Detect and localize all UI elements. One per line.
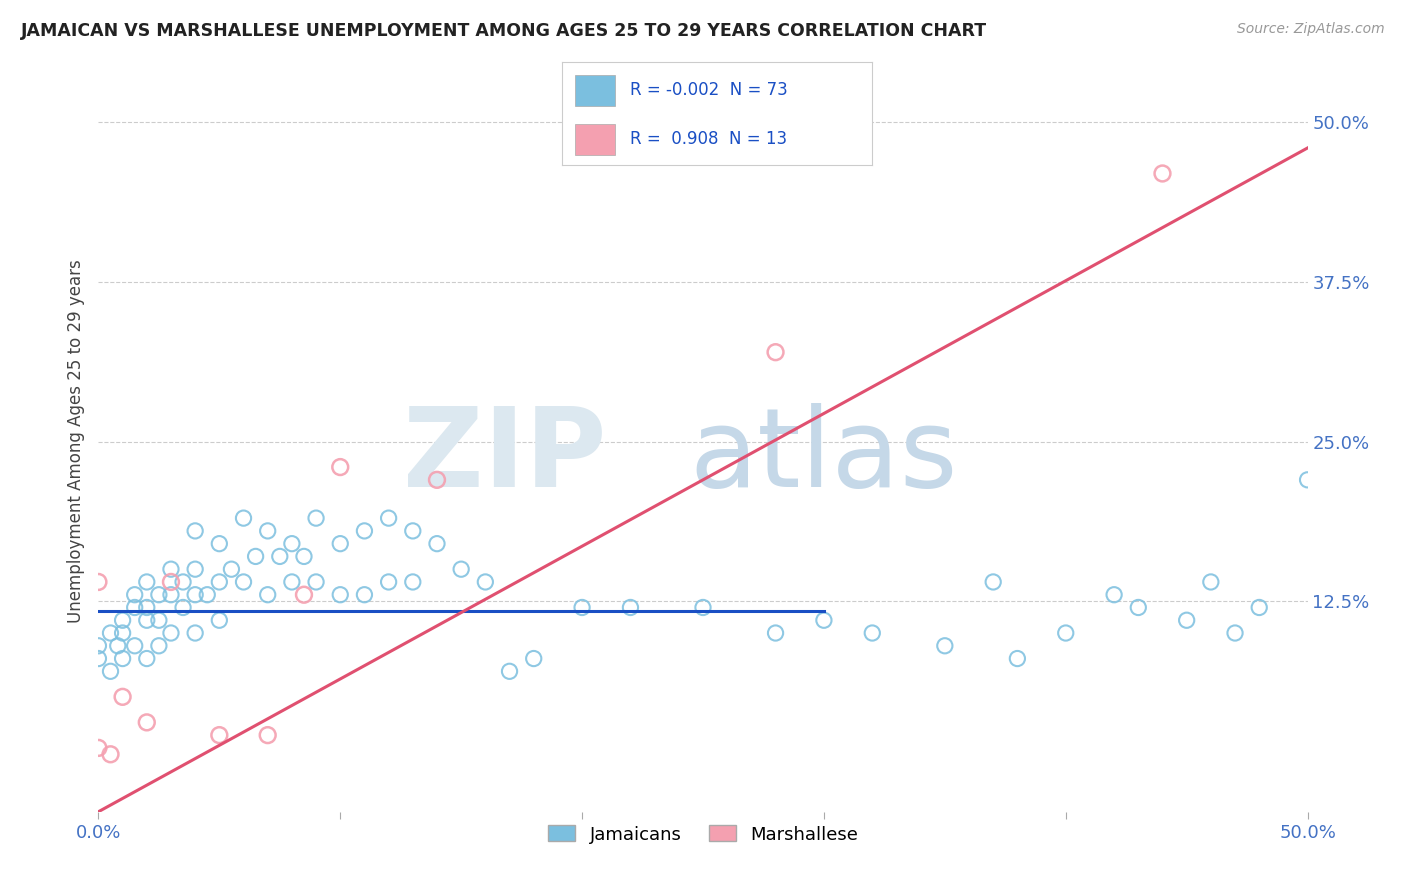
Text: JAMAICAN VS MARSHALLESE UNEMPLOYMENT AMONG AGES 25 TO 29 YEARS CORRELATION CHART: JAMAICAN VS MARSHALLESE UNEMPLOYMENT AMO…: [21, 22, 987, 40]
Point: [426, 473, 449, 487]
Point: [148, 639, 170, 653]
Text: ZIP: ZIP: [404, 403, 606, 510]
Point: [160, 588, 183, 602]
Point: [305, 511, 328, 525]
Point: [571, 600, 593, 615]
Text: Source: ZipAtlas.com: Source: ZipAtlas.com: [1237, 22, 1385, 37]
Point: [450, 562, 472, 576]
Point: [124, 639, 146, 653]
Point: [135, 651, 157, 665]
Point: [232, 511, 254, 525]
Point: [377, 574, 399, 589]
Point: [184, 562, 207, 576]
Point: [256, 524, 278, 538]
Point: [232, 574, 254, 589]
Point: [87, 651, 110, 665]
Point: [474, 574, 496, 589]
Point: [1102, 588, 1125, 602]
Point: [498, 665, 520, 679]
Point: [135, 715, 157, 730]
Point: [87, 740, 110, 755]
Point: [402, 574, 425, 589]
Point: [148, 588, 170, 602]
Point: [765, 626, 787, 640]
Point: [160, 574, 183, 589]
Point: [1199, 574, 1222, 589]
Point: [281, 574, 304, 589]
Point: [135, 613, 157, 627]
Point: [100, 747, 122, 762]
Point: [135, 600, 157, 615]
Point: [87, 574, 110, 589]
Point: [353, 588, 375, 602]
Point: [1249, 600, 1271, 615]
Point: [934, 639, 956, 653]
Point: [208, 536, 231, 550]
Point: [1223, 626, 1246, 640]
Point: [981, 574, 1004, 589]
Text: R =  0.908  N = 13: R = 0.908 N = 13: [630, 130, 787, 148]
Point: [160, 626, 183, 640]
Point: [172, 600, 194, 615]
Point: [184, 626, 207, 640]
Point: [87, 639, 110, 653]
Text: atlas: atlas: [690, 403, 957, 510]
Point: [1007, 651, 1029, 665]
Point: [860, 626, 883, 640]
Point: [184, 524, 207, 538]
Point: [813, 613, 835, 627]
Point: [1296, 473, 1319, 487]
Point: [353, 524, 375, 538]
Point: [1054, 626, 1077, 640]
Point: [292, 588, 315, 602]
Point: [111, 651, 134, 665]
Point: [377, 511, 399, 525]
Point: [111, 613, 134, 627]
Point: [100, 665, 122, 679]
Point: [124, 588, 146, 602]
Point: [1175, 613, 1198, 627]
Point: [208, 728, 231, 742]
Point: [208, 574, 231, 589]
Point: [402, 524, 425, 538]
Point: [111, 690, 134, 704]
Point: [100, 626, 122, 640]
Point: [329, 536, 352, 550]
Point: [1128, 600, 1150, 615]
Point: [208, 613, 231, 627]
Point: [256, 728, 278, 742]
Point: [305, 574, 328, 589]
Point: [329, 588, 352, 602]
FancyBboxPatch shape: [575, 124, 614, 155]
Point: [107, 639, 129, 653]
Point: [111, 626, 134, 640]
Point: [135, 574, 157, 589]
Y-axis label: Unemployment Among Ages 25 to 29 years: Unemployment Among Ages 25 to 29 years: [66, 260, 84, 624]
Point: [221, 562, 243, 576]
Point: [692, 600, 714, 615]
Point: [245, 549, 267, 564]
Point: [256, 588, 278, 602]
FancyBboxPatch shape: [575, 75, 614, 105]
Point: [292, 549, 315, 564]
Point: [195, 588, 218, 602]
Point: [1152, 166, 1174, 180]
Point: [172, 574, 194, 589]
Legend: Jamaicans, Marshallese: Jamaicans, Marshallese: [541, 818, 865, 851]
Text: R = -0.002  N = 73: R = -0.002 N = 73: [630, 81, 789, 99]
Point: [281, 536, 304, 550]
Point: [124, 600, 146, 615]
Point: [329, 460, 352, 475]
Point: [426, 536, 449, 550]
Point: [269, 549, 291, 564]
Point: [184, 588, 207, 602]
Point: [765, 345, 787, 359]
Point: [523, 651, 546, 665]
Point: [160, 562, 183, 576]
Point: [619, 600, 641, 615]
Point: [148, 613, 170, 627]
